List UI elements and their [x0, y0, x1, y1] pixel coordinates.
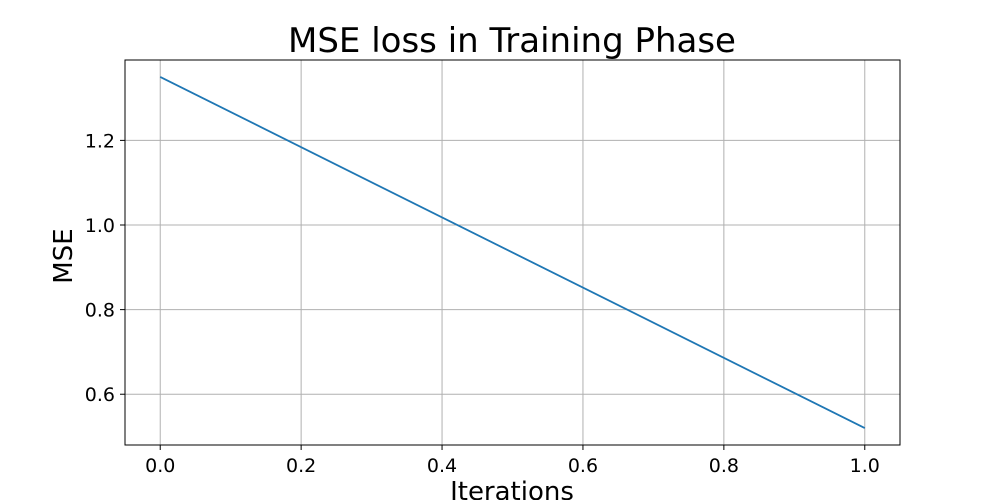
x-tick-label: 1.0: [850, 455, 880, 477]
x-tick-label: 0.2: [286, 455, 316, 477]
x-tick-label: 0.8: [709, 455, 739, 477]
x-tick-label: 0.0: [145, 455, 175, 477]
series-layer: [159, 76, 866, 429]
y-axis-label: MSE: [49, 228, 79, 283]
series-line: [159, 76, 866, 429]
y-tick-label: 1.0: [85, 215, 115, 237]
x-tick-label: 0.6: [568, 455, 598, 477]
chart-title: MSE loss in Training Phase: [288, 21, 736, 61]
tick-layer: 0.0 0.2 0.4 0.6 0.8 1.0 0.6 0.8 1.0 1.2: [85, 130, 880, 477]
x-tick-label: 0.4: [427, 455, 457, 477]
y-tick-label: 0.6: [85, 384, 115, 406]
y-tick-label: 1.2: [85, 130, 115, 152]
y-tick-label: 0.8: [85, 300, 115, 322]
x-axis-label: Iterations: [450, 477, 574, 500]
plot-area-frame: [124, 59, 901, 446]
grid-layer: [125, 60, 900, 445]
